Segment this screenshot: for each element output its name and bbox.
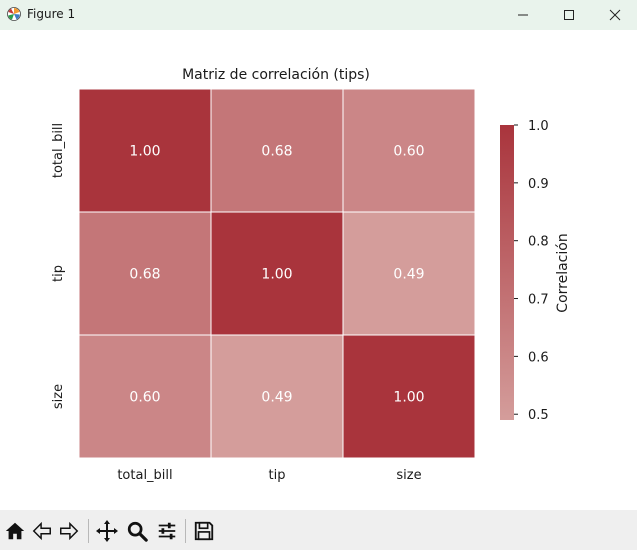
colorbar-tick-label: 0.8 — [528, 235, 549, 250]
configure-subplots-button[interactable] — [154, 518, 180, 544]
colorbar-tick-label: 0.7 — [528, 293, 549, 308]
cell-annotation: 0.60 — [129, 390, 160, 406]
configure-subplots-icon — [158, 522, 176, 540]
window-title: Figure 1 — [27, 7, 76, 21]
cell-annotation: 1.00 — [129, 144, 160, 160]
home-icon — [5, 522, 25, 540]
colorbar-tick-label: 0.9 — [528, 177, 549, 192]
figure-canvas[interactable]: Matriz de correlación (tips) 1.00 0.68 0.6… — [0, 30, 637, 510]
maximize-button[interactable] — [546, 0, 592, 30]
pan-button[interactable] — [94, 518, 120, 544]
minimize-icon — [518, 14, 528, 16]
toolbar-separator — [185, 519, 186, 543]
title-bar[interactable]: Figure 1 — [0, 0, 637, 30]
x-tick-label: size — [396, 468, 421, 483]
pan-icon — [96, 520, 118, 542]
heatmap-cell — [210, 334, 344, 459]
maximize-icon — [564, 10, 574, 20]
colorbar-tick-label: 0.5 — [528, 408, 549, 423]
cell-annotation: 0.68 — [261, 144, 292, 160]
cell-annotation: 1.00 — [393, 390, 424, 406]
colorbar — [500, 125, 514, 420]
back-icon — [32, 521, 51, 541]
cell-annotation: 0.49 — [393, 267, 424, 283]
matplotlib-icon — [7, 7, 21, 21]
correlation-heatmap: Matriz de correlación (tips) 1.00 0.68 0.6… — [51, 67, 571, 483]
toolbar-separator — [88, 519, 89, 543]
home-button[interactable] — [2, 518, 28, 544]
y-tick-label: tip — [51, 265, 66, 282]
forward-button[interactable] — [56, 518, 82, 544]
heatmap-cell — [342, 88, 476, 213]
heatmap-cell — [342, 211, 476, 336]
heatmap-cell — [210, 211, 344, 336]
chart-title: Matriz de correlación (tips) — [182, 67, 370, 83]
x-tick-label: total_bill — [117, 468, 172, 483]
colorbar-tick-label: 1.0 — [528, 119, 549, 134]
heatmap-cell — [342, 334, 476, 459]
y-tick-label: total_bill — [51, 123, 66, 178]
navigation-toolbar — [0, 510, 637, 550]
x-tick-label: tip — [269, 468, 286, 483]
save-icon — [194, 521, 214, 541]
forward-icon — [60, 521, 79, 541]
heatmap-cell — [78, 334, 212, 459]
cell-annotation: 0.60 — [393, 144, 424, 160]
colorbar-tick-label: 0.6 — [528, 350, 549, 365]
minimize-button[interactable] — [500, 0, 546, 30]
back-button[interactable] — [29, 518, 55, 544]
close-icon — [609, 9, 621, 21]
cell-annotation: 0.49 — [261, 390, 292, 406]
zoom-button[interactable] — [124, 518, 150, 544]
heatmap-cell — [78, 211, 212, 336]
save-button[interactable] — [191, 518, 217, 544]
colorbar-label: Correlación — [555, 233, 571, 312]
cell-annotation: 0.68 — [129, 267, 160, 283]
cell-annotation: 1.00 — [261, 267, 292, 283]
y-tick-label: size — [51, 384, 66, 409]
close-button[interactable] — [592, 0, 637, 30]
zoom-icon — [127, 521, 148, 542]
